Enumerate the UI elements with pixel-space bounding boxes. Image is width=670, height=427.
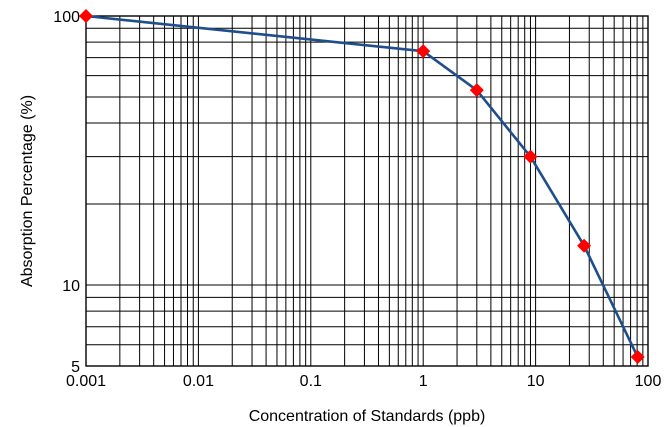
y-tick-label-1: 10 xyxy=(62,278,80,295)
y-axis-title: Absorption Percentage (%) xyxy=(19,95,36,287)
x-tick-label-3: 1 xyxy=(419,373,428,390)
y-tick-labels: 5 10 100 xyxy=(53,9,80,376)
data-point-3 xyxy=(523,149,538,164)
x-tick-label-2: 0.1 xyxy=(300,373,322,390)
data-point-5 xyxy=(630,350,645,365)
data-point-0 xyxy=(79,9,93,23)
x-tick-label-5: 100 xyxy=(635,373,662,390)
series-line-0 xyxy=(85,14,639,358)
x-tick-label-0: 0.001 xyxy=(66,373,106,390)
data-point-1 xyxy=(416,44,431,59)
series-group xyxy=(79,9,645,365)
y-tick-label-2: 100 xyxy=(53,9,80,26)
x-tick-label-4: 10 xyxy=(527,373,545,390)
x-tick-labels: 0.001 0.01 0.1 1 10 100 xyxy=(66,373,661,390)
data-point-2 xyxy=(469,83,484,98)
grid xyxy=(85,16,648,367)
data-point-4 xyxy=(577,238,592,253)
plot-frame xyxy=(85,15,649,367)
y-tick-label-0: 5 xyxy=(71,359,80,376)
x-axis-title: Concentration of Standards (ppb) xyxy=(249,408,486,425)
x-tick-label-1: 0.01 xyxy=(183,373,214,390)
